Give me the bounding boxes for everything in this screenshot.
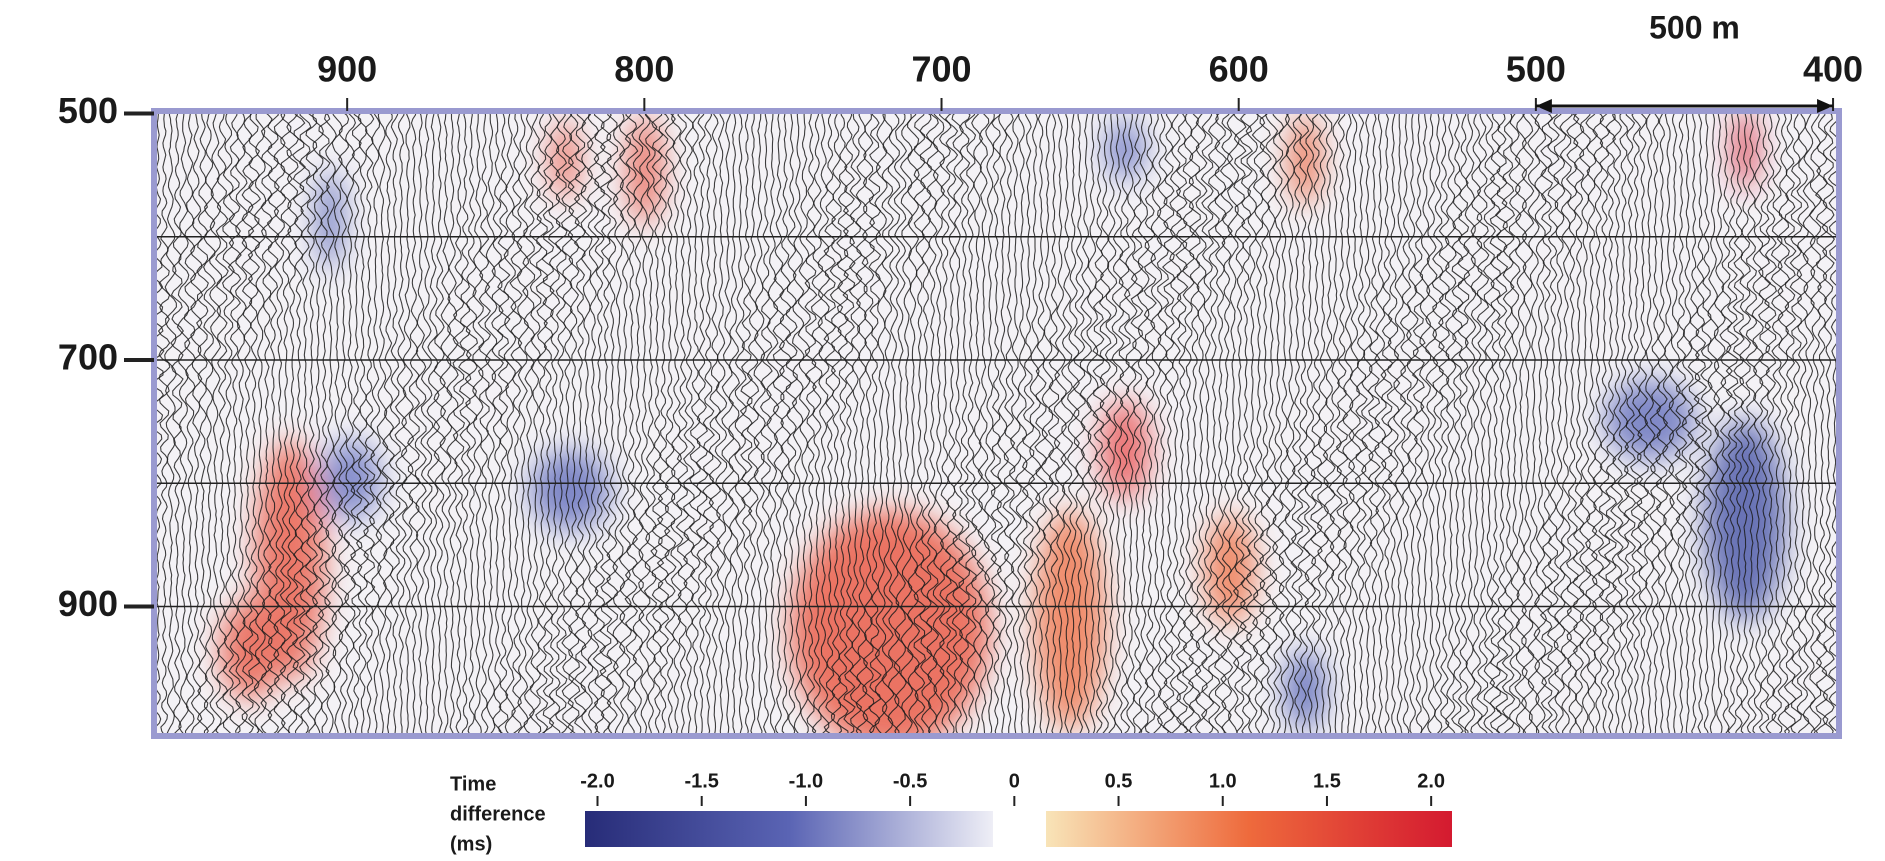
colorbar-tick-label: 1.5 bbox=[1313, 770, 1341, 792]
colorbar-tick-label: -0.5 bbox=[893, 770, 927, 792]
x-tick-label: 600 bbox=[1209, 49, 1269, 90]
colorbar-tick-label: 2.0 bbox=[1417, 770, 1445, 792]
x-tick-label: 500 bbox=[1506, 49, 1566, 90]
colorbar-negative bbox=[585, 811, 993, 847]
colorbar-label: (ms) bbox=[450, 833, 492, 855]
colorbar-tick-label: 0.5 bbox=[1105, 770, 1133, 792]
scale-bar-label: 500 m bbox=[1649, 9, 1740, 45]
x-tick-label: 700 bbox=[911, 49, 971, 90]
colorbar-tick-label: -2.0 bbox=[580, 770, 614, 792]
x-tick-label: 900 bbox=[317, 49, 377, 90]
anomaly bbox=[1035, 510, 1105, 730]
y-tick-label: 700 bbox=[58, 337, 118, 378]
anomaly bbox=[1205, 515, 1255, 625]
colorbar-label: difference bbox=[450, 803, 546, 825]
colorbar-positive bbox=[1046, 811, 1452, 847]
anomaly bbox=[1100, 400, 1150, 500]
y-tick-label: 500 bbox=[58, 90, 118, 131]
colorbar-label: Time bbox=[450, 773, 496, 795]
colorbar-tick-label: -1.5 bbox=[684, 770, 718, 792]
colorbar-tick-label: 1.0 bbox=[1209, 770, 1237, 792]
chart: 900 800 700 600 500 400 500 700 900 500 m -2.0 -1.… bbox=[0, 0, 1885, 861]
x-tick-label: 400 bbox=[1803, 49, 1863, 90]
colorbar-tick-label: 0 bbox=[1009, 770, 1020, 792]
x-tick-label: 800 bbox=[614, 49, 674, 90]
y-tick-label: 900 bbox=[58, 583, 118, 624]
colorbar-tick-label: -1.0 bbox=[789, 770, 823, 792]
